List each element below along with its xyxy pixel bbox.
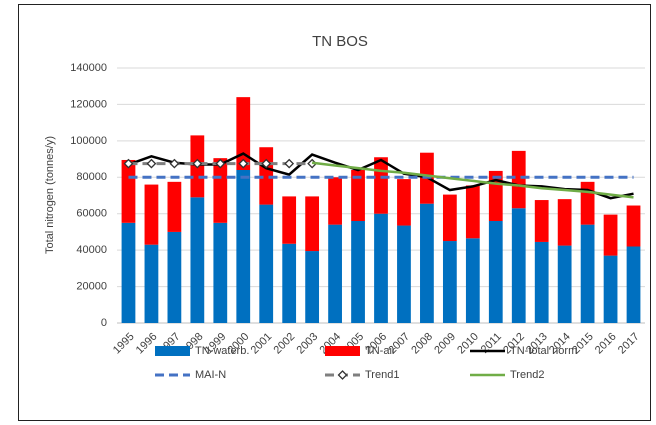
y-tick-label: 40000 <box>76 244 107 256</box>
bar <box>351 170 365 221</box>
bar <box>442 194 457 242</box>
legend-label: TN-total norm <box>510 345 577 357</box>
bar <box>534 200 549 242</box>
bar <box>236 170 251 323</box>
bar <box>167 181 182 232</box>
legend-swatch <box>155 346 190 356</box>
legend-label: MAI-N <box>195 369 226 381</box>
line-marker <box>261 158 272 169</box>
y-tick-label: 20000 <box>76 280 107 292</box>
bar <box>580 181 595 225</box>
legend-label: Trend2 <box>510 369 544 381</box>
bar <box>557 199 572 246</box>
bar <box>397 179 411 226</box>
bar <box>282 243 297 323</box>
bar <box>282 196 297 244</box>
y-tick-label: 140000 <box>70 62 107 74</box>
y-tick-label: 100000 <box>70 135 107 147</box>
line-marker <box>169 158 180 169</box>
y-tick-label: 0 <box>101 317 107 329</box>
legend-label: Trend1 <box>365 369 399 381</box>
bar <box>580 224 595 323</box>
bar <box>121 159 136 223</box>
legend-label: TN-air <box>365 345 396 357</box>
legend-label: TN-waterb. <box>195 345 249 357</box>
bar <box>213 222 228 323</box>
bar <box>259 147 274 205</box>
bar <box>397 225 411 323</box>
bar <box>328 177 342 225</box>
bar <box>442 241 457 323</box>
bar <box>121 222 136 323</box>
y-tick-label: 80000 <box>76 171 107 183</box>
bar <box>465 238 480 323</box>
bar <box>603 255 618 323</box>
bar <box>465 185 480 239</box>
bar <box>374 213 388 323</box>
bar <box>144 244 159 323</box>
line-series <box>311 161 634 199</box>
bar <box>305 251 320 323</box>
line-marker <box>146 158 157 169</box>
bar <box>190 197 205 323</box>
bar <box>557 245 572 323</box>
y-tick-label: 120000 <box>70 98 107 110</box>
bar <box>167 231 182 323</box>
bar <box>626 205 641 247</box>
line-marker <box>284 158 295 169</box>
line-marker <box>123 158 134 169</box>
bar <box>259 204 274 323</box>
chart-title: TN BOS <box>312 33 368 50</box>
line-marker <box>192 158 203 169</box>
y-tick-label: 60000 <box>76 208 107 220</box>
legend-swatch <box>325 346 360 356</box>
line-marker <box>238 158 249 169</box>
bar <box>488 221 503 323</box>
bar <box>511 208 526 323</box>
bar <box>420 203 434 323</box>
bar <box>626 246 641 323</box>
bar <box>534 241 549 323</box>
bar <box>305 196 320 252</box>
y-axis-label: Total nitrogen (tonnes/y) <box>44 136 56 254</box>
bar <box>236 97 251 170</box>
line-marker <box>215 158 226 169</box>
bar <box>144 184 159 245</box>
legend-marker <box>337 370 348 380</box>
bar <box>213 158 228 223</box>
bar <box>603 214 618 256</box>
bar <box>374 157 388 214</box>
bar <box>351 221 365 323</box>
bar <box>328 224 342 323</box>
bar <box>511 150 526 209</box>
